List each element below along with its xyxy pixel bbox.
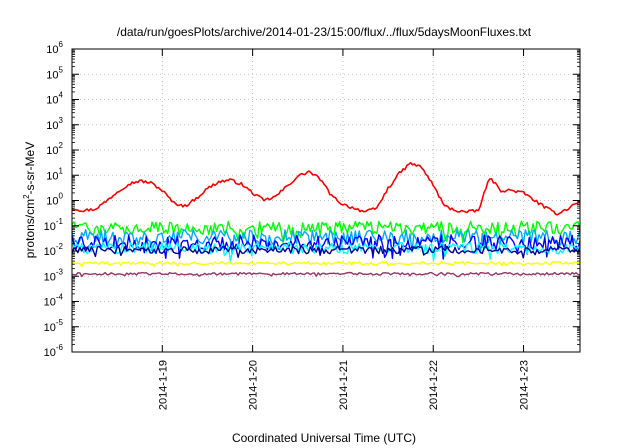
- y-axis-label-rest: -s-sr-MeV: [23, 142, 37, 195]
- y-tick-label-exponent: -1: [56, 217, 64, 226]
- x-tick-label: 2014-1-19: [157, 360, 169, 410]
- y-tick-label-base: 10: [44, 271, 56, 283]
- y-tick-label-base: 10: [46, 95, 58, 107]
- series-line: [71, 234, 581, 260]
- x-axis-label: Coordinated Universal Time (UTC): [232, 431, 416, 445]
- x-tick-label: 2014-1-20: [248, 360, 260, 410]
- y-tick-label-base: 10: [46, 69, 58, 81]
- y-tick-labels: 10-610-510-410-310-210-11001011021031041…: [44, 40, 64, 359]
- y-tick-label-exponent: 4: [59, 91, 64, 100]
- series-line: [71, 261, 581, 268]
- series-line: [71, 161, 581, 216]
- y-axis-label: protons/cm2-s-sr-MeV: [22, 142, 37, 258]
- x-tick-label: 2014-1-23: [519, 360, 531, 410]
- y-axis-label-main: protons/cm: [23, 199, 37, 258]
- y-tick-label: 101: [46, 166, 63, 182]
- y-tick-label: 103: [46, 116, 63, 132]
- y-tick-label: 102: [46, 141, 63, 157]
- y-tick-label: 10-2: [44, 242, 64, 258]
- y-tick-label-base: 10: [46, 120, 58, 132]
- y-tick-label-base: 10: [44, 246, 56, 258]
- y-tick-label-base: 10: [46, 196, 58, 208]
- y-tick-label: 100: [46, 192, 63, 208]
- y-tick-label-exponent: 5: [59, 65, 64, 74]
- y-tick-label-base: 10: [44, 347, 56, 359]
- y-tick-label-exponent: 2: [59, 141, 64, 150]
- x-tick-labels: 2014-1-19 2014-1-20 2014-1-21 2014-1-22 2014…: [157, 360, 530, 410]
- chart-title: /data/run/goesPlots/archive/2014-01-23/1…: [117, 25, 532, 39]
- y-axis-label-exponent: 2: [22, 194, 31, 199]
- y-tick-label: 10-4: [44, 293, 64, 309]
- y-tick-label: 10-1: [44, 217, 64, 233]
- series-line: [71, 245, 581, 259]
- y-tick-label: 10-6: [44, 343, 64, 359]
- y-tick-label-exponent: -6: [56, 343, 64, 352]
- x-tick-label: 2014-1-21: [338, 360, 350, 410]
- y-tick-label-exponent: -4: [56, 293, 64, 302]
- y-tick-label: 105: [46, 65, 63, 81]
- y-tick-label-base: 10: [44, 221, 56, 233]
- y-tick-label-exponent: -5: [56, 318, 64, 327]
- y-tick-label-base: 10: [46, 170, 58, 182]
- y-tick-label-base: 10: [44, 322, 56, 334]
- y-tick-label-exponent: -3: [56, 267, 64, 276]
- y-tick-label-base: 10: [46, 145, 58, 157]
- series-layer: [71, 161, 581, 278]
- y-tick-label: 10-3: [44, 267, 64, 283]
- y-tick-label-exponent: 0: [59, 192, 64, 201]
- y-tick-label: 106: [46, 40, 63, 56]
- y-tick-label-base: 10: [46, 44, 58, 56]
- y-tick-label-base: 10: [44, 297, 56, 309]
- y-tick-label-exponent: 1: [59, 166, 64, 175]
- series-line: [72, 271, 581, 278]
- ticks: [72, 48, 580, 353]
- y-tick-label-exponent: -2: [56, 242, 64, 251]
- y-tick-label-exponent: 3: [59, 116, 64, 125]
- y-tick-label: 10-5: [44, 318, 64, 334]
- y-tick-label: 104: [46, 91, 63, 107]
- y-tick-label-exponent: 6: [59, 40, 64, 49]
- x-tick-label: 2014-1-22: [428, 360, 440, 410]
- series-line: [71, 229, 581, 255]
